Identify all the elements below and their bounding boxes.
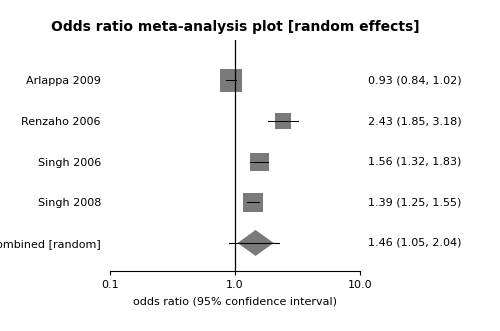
Polygon shape (238, 230, 274, 256)
Text: 2.43 (1.85, 3.18): 2.43 (1.85, 3.18) (368, 116, 461, 126)
Text: 1.56 (1.32, 1.83): 1.56 (1.32, 1.83) (368, 157, 461, 167)
Bar (250, 153, 268, 170)
Text: 1.39 (1.25, 1.55): 1.39 (1.25, 1.55) (368, 197, 461, 207)
Bar (243, 193, 263, 212)
Text: 0.93 (0.84, 1.02): 0.93 (0.84, 1.02) (368, 75, 461, 85)
X-axis label: odds ratio (95% confidence interval): odds ratio (95% confidence interval) (133, 296, 337, 306)
Bar (275, 113, 291, 129)
Text: 1.46 (1.05, 2.04): 1.46 (1.05, 2.04) (368, 238, 461, 248)
Title: Odds ratio meta-analysis plot [random effects]: Odds ratio meta-analysis plot [random ef… (50, 21, 420, 34)
Bar (220, 69, 242, 92)
